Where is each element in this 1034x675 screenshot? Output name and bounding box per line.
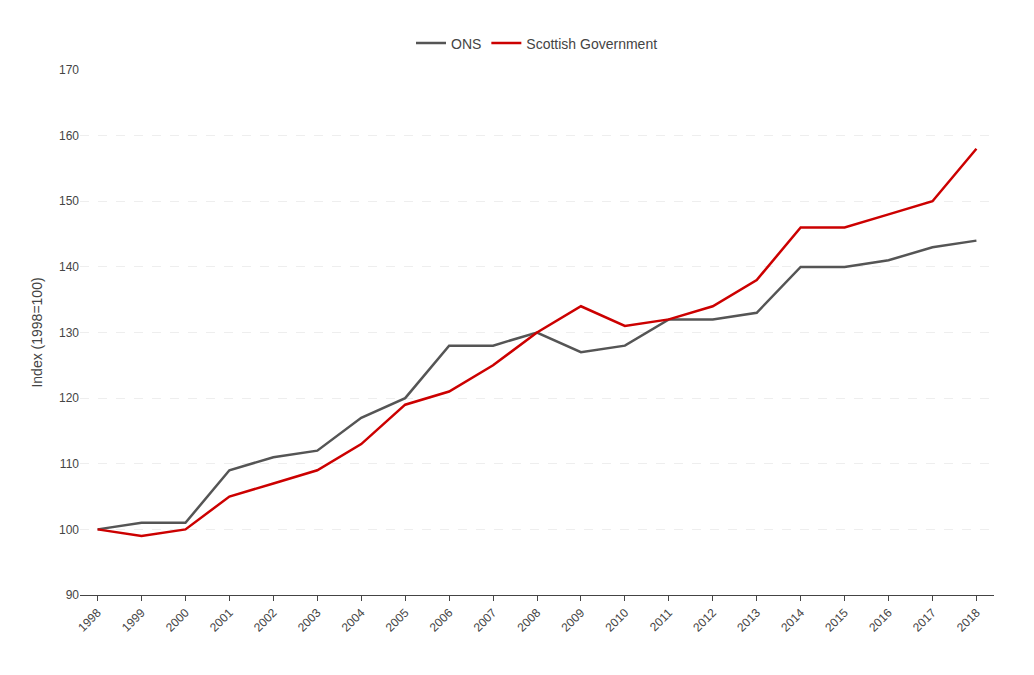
svg-text:150: 150 (59, 194, 79, 208)
svg-text:160: 160 (59, 129, 79, 143)
svg-text:ONS: ONS (451, 36, 481, 52)
svg-text:2017: 2017 (910, 606, 939, 635)
svg-text:2011: 2011 (647, 606, 675, 634)
svg-text:Index (1998=100): Index (1998=100) (29, 277, 45, 387)
svg-text:2012: 2012 (690, 606, 719, 635)
svg-text:170: 170 (59, 63, 79, 77)
svg-text:130: 130 (59, 326, 79, 340)
svg-text:90: 90 (66, 588, 80, 602)
svg-text:2016: 2016 (866, 606, 895, 635)
svg-text:2001: 2001 (207, 606, 236, 635)
svg-text:110: 110 (60, 457, 79, 471)
svg-text:2007: 2007 (471, 606, 500, 635)
svg-text:2000: 2000 (163, 606, 192, 635)
svg-text:1999: 1999 (119, 606, 148, 635)
svg-text:2010: 2010 (602, 606, 631, 635)
svg-text:2018: 2018 (954, 606, 983, 635)
svg-text:Scottish Government: Scottish Government (526, 36, 657, 52)
svg-text:140: 140 (59, 260, 79, 274)
svg-text:1998: 1998 (75, 606, 104, 635)
svg-text:120: 120 (59, 391, 79, 405)
svg-text:2013: 2013 (734, 606, 763, 635)
svg-text:2014: 2014 (778, 606, 807, 635)
svg-text:2005: 2005 (383, 606, 412, 635)
svg-text:2004: 2004 (339, 606, 368, 635)
svg-text:2002: 2002 (251, 606, 280, 635)
svg-text:2006: 2006 (427, 606, 456, 635)
svg-text:2008: 2008 (515, 606, 544, 635)
svg-text:100: 100 (59, 523, 79, 537)
svg-text:2009: 2009 (559, 606, 588, 635)
svg-text:2015: 2015 (822, 606, 851, 635)
svg-text:2003: 2003 (295, 606, 324, 635)
